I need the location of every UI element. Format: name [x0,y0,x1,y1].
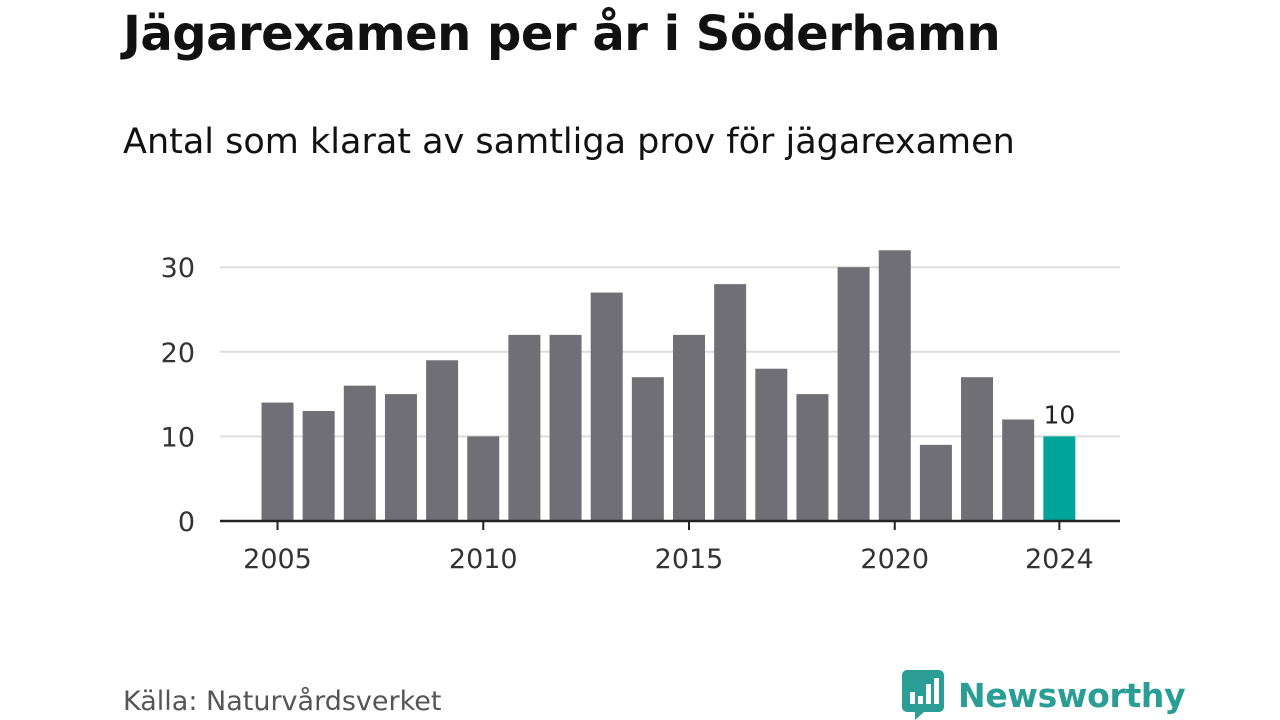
data-label: 10 [1043,400,1075,429]
bar [508,334,541,521]
bar [343,385,376,521]
y-tick-label: 0 [178,507,195,538]
bar [1043,436,1076,521]
bar [714,284,747,521]
bar [467,436,500,521]
chart-subtitle: Antal som klarat av samtliga prov för jä… [123,122,1015,162]
bar [755,368,788,521]
bar [426,360,459,521]
x-tick-label: 2015 [655,544,724,575]
bar [631,377,664,521]
bar [796,394,829,521]
brand-name: Newsworthy [958,675,1186,715]
bar [384,394,417,521]
y-tick-label: 10 [161,422,195,453]
x-tick-label: 2010 [449,544,518,575]
bar [549,334,582,521]
bar [919,444,952,521]
y-tick-label: 20 [161,338,195,369]
bar-chart-speech-bubble-icon [902,670,944,720]
brand-logo: Newsworthy [902,670,1186,720]
source-note: Källa: Naturvårdsverket [123,686,442,717]
bar [302,411,335,521]
x-tick-label: 2020 [860,544,929,575]
bar [961,377,994,521]
bar [1002,419,1035,521]
bar [878,250,911,521]
bar [261,402,294,521]
bar [837,267,870,521]
x-tick-label: 2005 [243,544,312,575]
y-tick-label: 30 [161,253,195,284]
bar [673,334,705,521]
bar [590,292,623,521]
chart-title: Jägarexamen per år i Söderhamn [123,6,1001,62]
x-tick-label: 2024 [1025,544,1094,575]
